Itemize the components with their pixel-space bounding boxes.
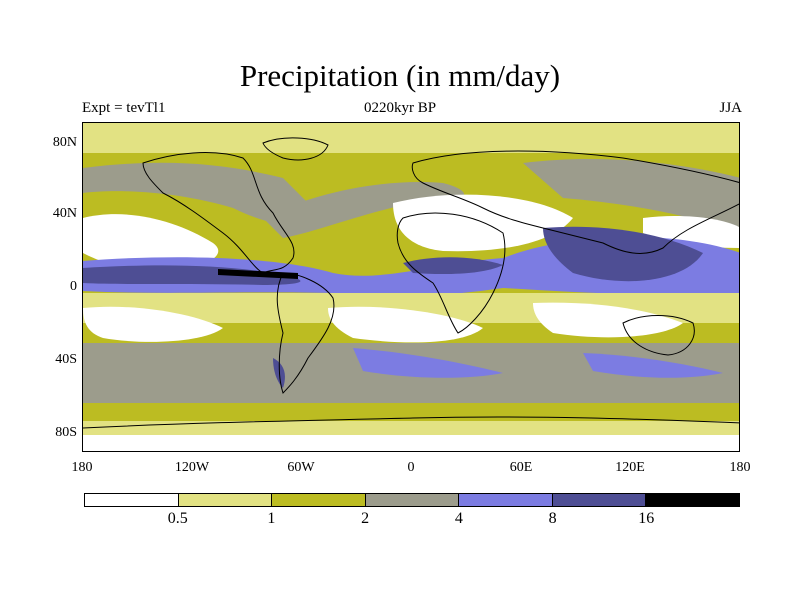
southern-ocean-band (83, 403, 739, 421)
colorbar-label: 4 (454, 510, 463, 527)
south-america-outline (276, 272, 335, 394)
colorbar-segment (646, 494, 740, 506)
lat-label-80n: 80N (52, 135, 77, 150)
chile-heavy (273, 358, 285, 388)
indian-ocean-dry (533, 302, 683, 338)
colorbar-label: 0.5 (167, 510, 188, 527)
south-indian-storms (583, 353, 723, 378)
lat-label-0: 0 (70, 279, 77, 294)
greenland-outline (262, 137, 329, 161)
lon-label-120w: 120W (174, 460, 210, 475)
colorbar-segment (85, 494, 179, 506)
african-monsoon (403, 257, 503, 275)
lon-label-0: 0 (407, 460, 415, 475)
experiment-label: Expt = tevTl1 (82, 100, 166, 116)
colorbar-segment (272, 494, 366, 506)
time-label: 0220kyr BP (363, 100, 437, 116)
lat-label-80s: 80S (55, 425, 77, 440)
antarctic-coast-band (83, 421, 739, 435)
lon-label-60e: 60E (509, 460, 533, 475)
eurasia-outline (411, 150, 739, 254)
lon-label-60w: 60W (287, 460, 315, 475)
colorbar-segment (365, 494, 460, 506)
colorbar-label: 1 (267, 510, 276, 527)
lon-label-120e: 120E (615, 460, 645, 475)
colorbar-label: 16 (638, 510, 655, 527)
colorbar-segment (178, 494, 273, 506)
season-label: JJA (719, 100, 742, 116)
chart-title: Precipitation (in mm/day) (239, 58, 561, 93)
antarctica-outline (83, 416, 739, 429)
south-pacific-dry (83, 306, 223, 342)
sahara-dry (393, 194, 573, 252)
africa-outline (396, 212, 506, 334)
australia-outline (622, 315, 695, 356)
colorbar-segment (552, 494, 647, 506)
antarctica-dry (83, 435, 739, 451)
east-pacific-heavy (83, 265, 301, 285)
colorbar-segment (459, 494, 553, 506)
north-pacific-dry (83, 214, 219, 272)
precipitation-map (82, 122, 740, 452)
arctic-band (83, 123, 739, 153)
colorbar-label: 2 (361, 510, 370, 527)
south-atlantic-dry (328, 306, 483, 343)
map-svg (83, 123, 739, 451)
north-pacific-band (83, 162, 323, 226)
east-pacific-peak (218, 269, 298, 279)
lat-label-40s: 40S (55, 352, 77, 367)
colorbar-label: 8 (548, 510, 557, 527)
north-america-outline (142, 152, 295, 274)
north-atlantic-band (263, 182, 465, 238)
lat-label-40n: 40N (52, 206, 77, 221)
asian-monsoon (543, 226, 703, 282)
lon-label-180w: 180 (71, 460, 93, 475)
coastlines (83, 137, 739, 429)
south-atlantic-storms (353, 348, 503, 378)
siberia-band (523, 158, 739, 233)
lon-label-180e: 180 (729, 460, 751, 475)
colorbar (84, 493, 740, 507)
